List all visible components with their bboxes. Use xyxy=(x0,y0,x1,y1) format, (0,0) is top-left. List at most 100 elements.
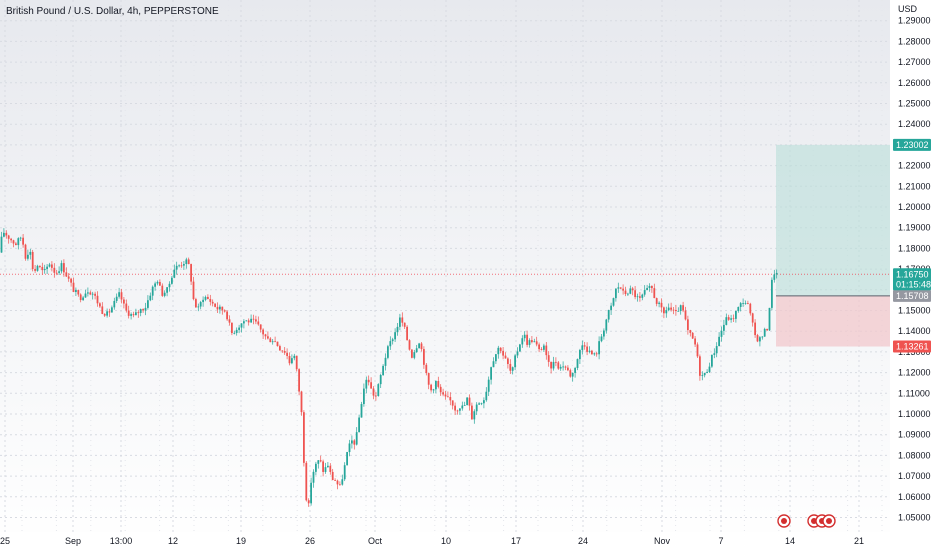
economic-events[interactable] xyxy=(777,514,836,528)
candle-body xyxy=(130,314,132,316)
x-tick-label: Nov xyxy=(654,536,671,546)
candle-body xyxy=(255,319,257,322)
y-tick-label: 1.26000 xyxy=(898,78,931,88)
x-tick-label: 17 xyxy=(511,536,521,546)
candle-body xyxy=(528,340,531,345)
candle-body xyxy=(149,295,152,301)
candle-body xyxy=(447,396,449,398)
candle-body xyxy=(192,281,195,300)
candle-body xyxy=(291,358,293,364)
candle-body xyxy=(399,317,401,327)
candle-body xyxy=(82,297,84,301)
candle-body xyxy=(739,303,742,307)
candle-body xyxy=(271,341,274,343)
candle-body xyxy=(204,296,207,300)
candle-body xyxy=(394,332,396,340)
stop-zone xyxy=(776,295,890,347)
candle-body xyxy=(483,400,485,404)
target-price-tag-bg xyxy=(893,138,931,151)
y-tick-label: 1.10000 xyxy=(898,409,931,419)
candle-body xyxy=(631,288,634,291)
candle-body xyxy=(147,300,149,308)
candle-body xyxy=(689,330,692,333)
candle-body xyxy=(279,346,281,351)
candle-body xyxy=(675,309,677,312)
candle-body xyxy=(559,366,562,369)
candle-body xyxy=(612,298,615,306)
candle-body xyxy=(727,317,730,320)
candle-body xyxy=(375,395,377,397)
candle-body xyxy=(48,264,51,267)
candle-body xyxy=(53,267,56,273)
candle-body xyxy=(629,288,632,294)
candle-body xyxy=(439,386,442,393)
candle-body xyxy=(39,265,41,267)
candle-body xyxy=(358,417,360,433)
candle-body xyxy=(384,357,387,366)
last-price-tag-bg xyxy=(893,268,931,291)
candle-body xyxy=(156,281,159,284)
candle-body xyxy=(430,384,432,391)
candle-body xyxy=(521,338,524,345)
candle-body xyxy=(351,440,353,444)
time-axis[interactable] xyxy=(0,532,890,550)
candle-body xyxy=(677,310,680,312)
candle-body xyxy=(183,263,185,266)
economic-event-icon[interactable] xyxy=(777,514,791,528)
candle-body xyxy=(451,400,454,406)
candle-body xyxy=(523,334,526,339)
y-tick-label: 1.09000 xyxy=(898,430,931,440)
candle-body xyxy=(571,372,574,377)
candle-body xyxy=(75,290,77,292)
candle-body xyxy=(550,361,552,369)
candle-body xyxy=(413,352,416,358)
candle-body xyxy=(235,329,238,333)
candle-body xyxy=(387,346,389,358)
candle-body xyxy=(655,298,658,304)
grid xyxy=(0,0,890,532)
candle-body xyxy=(684,310,687,320)
candle-body xyxy=(363,388,365,405)
candle-body xyxy=(113,300,116,308)
candle-body xyxy=(161,285,164,296)
candle-body xyxy=(103,313,106,316)
x-tick-label: 25 xyxy=(0,536,10,546)
candle-body xyxy=(276,341,279,347)
candle-body xyxy=(67,276,70,279)
candle-body xyxy=(305,462,308,501)
candle-body xyxy=(766,328,768,331)
candle-body xyxy=(3,232,5,237)
candle-body xyxy=(163,292,166,296)
candle-body xyxy=(281,350,284,352)
candle-body xyxy=(274,341,276,343)
candle-body xyxy=(240,323,243,328)
candle-body xyxy=(771,279,773,308)
candle-body xyxy=(701,375,704,376)
candle-body xyxy=(108,311,111,313)
candle-body xyxy=(111,307,113,313)
candle-body xyxy=(562,366,564,368)
candle-body xyxy=(334,480,336,481)
target-price-tag: 1.23002 xyxy=(896,140,929,150)
candle-body xyxy=(286,352,288,356)
candle-body xyxy=(327,465,329,468)
position-zones[interactable] xyxy=(776,144,890,347)
candle-body xyxy=(267,336,269,339)
candle-body xyxy=(593,353,596,355)
y-tick-label: 1.18000 xyxy=(898,243,931,253)
candle-body xyxy=(197,306,200,308)
candles xyxy=(0,228,778,507)
candle-body xyxy=(646,287,648,291)
economic-event-icon[interactable] xyxy=(822,514,836,528)
candle-body xyxy=(19,237,22,239)
candle-body xyxy=(535,341,538,345)
candle-body xyxy=(775,272,778,275)
y-tick-label: 1.27000 xyxy=(898,57,931,67)
candle-body xyxy=(55,272,58,274)
candle-body xyxy=(463,405,466,406)
candle-body xyxy=(216,306,219,310)
candle-body xyxy=(691,332,694,339)
candle-body xyxy=(715,346,718,354)
